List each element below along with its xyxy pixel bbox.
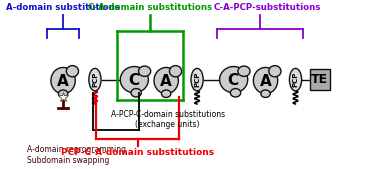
Text: A: A <box>57 74 69 89</box>
Ellipse shape <box>67 66 79 77</box>
Text: A: A <box>160 74 172 89</box>
Ellipse shape <box>261 90 270 98</box>
Text: PCP: PCP <box>293 72 299 87</box>
Text: TE: TE <box>311 73 328 86</box>
Ellipse shape <box>58 90 68 98</box>
Text: PCP-C-A-domain substitutions: PCP-C-A-domain substitutions <box>61 148 214 157</box>
Text: PCP: PCP <box>92 72 98 87</box>
Text: A: A <box>260 74 271 89</box>
Ellipse shape <box>120 67 149 93</box>
Ellipse shape <box>220 67 248 93</box>
Text: C-A-PCP-substitutions: C-A-PCP-substitutions <box>214 3 321 12</box>
Ellipse shape <box>191 68 203 91</box>
Ellipse shape <box>89 68 101 91</box>
Ellipse shape <box>131 89 141 97</box>
Ellipse shape <box>169 66 182 77</box>
Text: A-domain substitutions: A-domain substitutions <box>6 3 120 12</box>
Ellipse shape <box>230 89 241 97</box>
Text: PCP: PCP <box>194 72 200 87</box>
Text: C-A-domain substitutions: C-A-domain substitutions <box>88 3 212 12</box>
Text: A-domain reprogramming
Subdomain swapping: A-domain reprogramming Subdomain swappin… <box>26 145 125 165</box>
Ellipse shape <box>238 66 250 76</box>
Text: C: C <box>128 73 139 88</box>
Text: C: C <box>227 73 238 88</box>
Ellipse shape <box>154 67 178 94</box>
Ellipse shape <box>269 66 281 77</box>
Text: A-PCP-C-domain substitutions
(exchange units): A-PCP-C-domain substitutions (exchange u… <box>110 110 225 129</box>
Bar <box>310 69 330 90</box>
Ellipse shape <box>138 66 151 76</box>
Ellipse shape <box>161 90 171 98</box>
Ellipse shape <box>51 67 75 94</box>
Ellipse shape <box>290 68 302 91</box>
Ellipse shape <box>253 67 278 94</box>
